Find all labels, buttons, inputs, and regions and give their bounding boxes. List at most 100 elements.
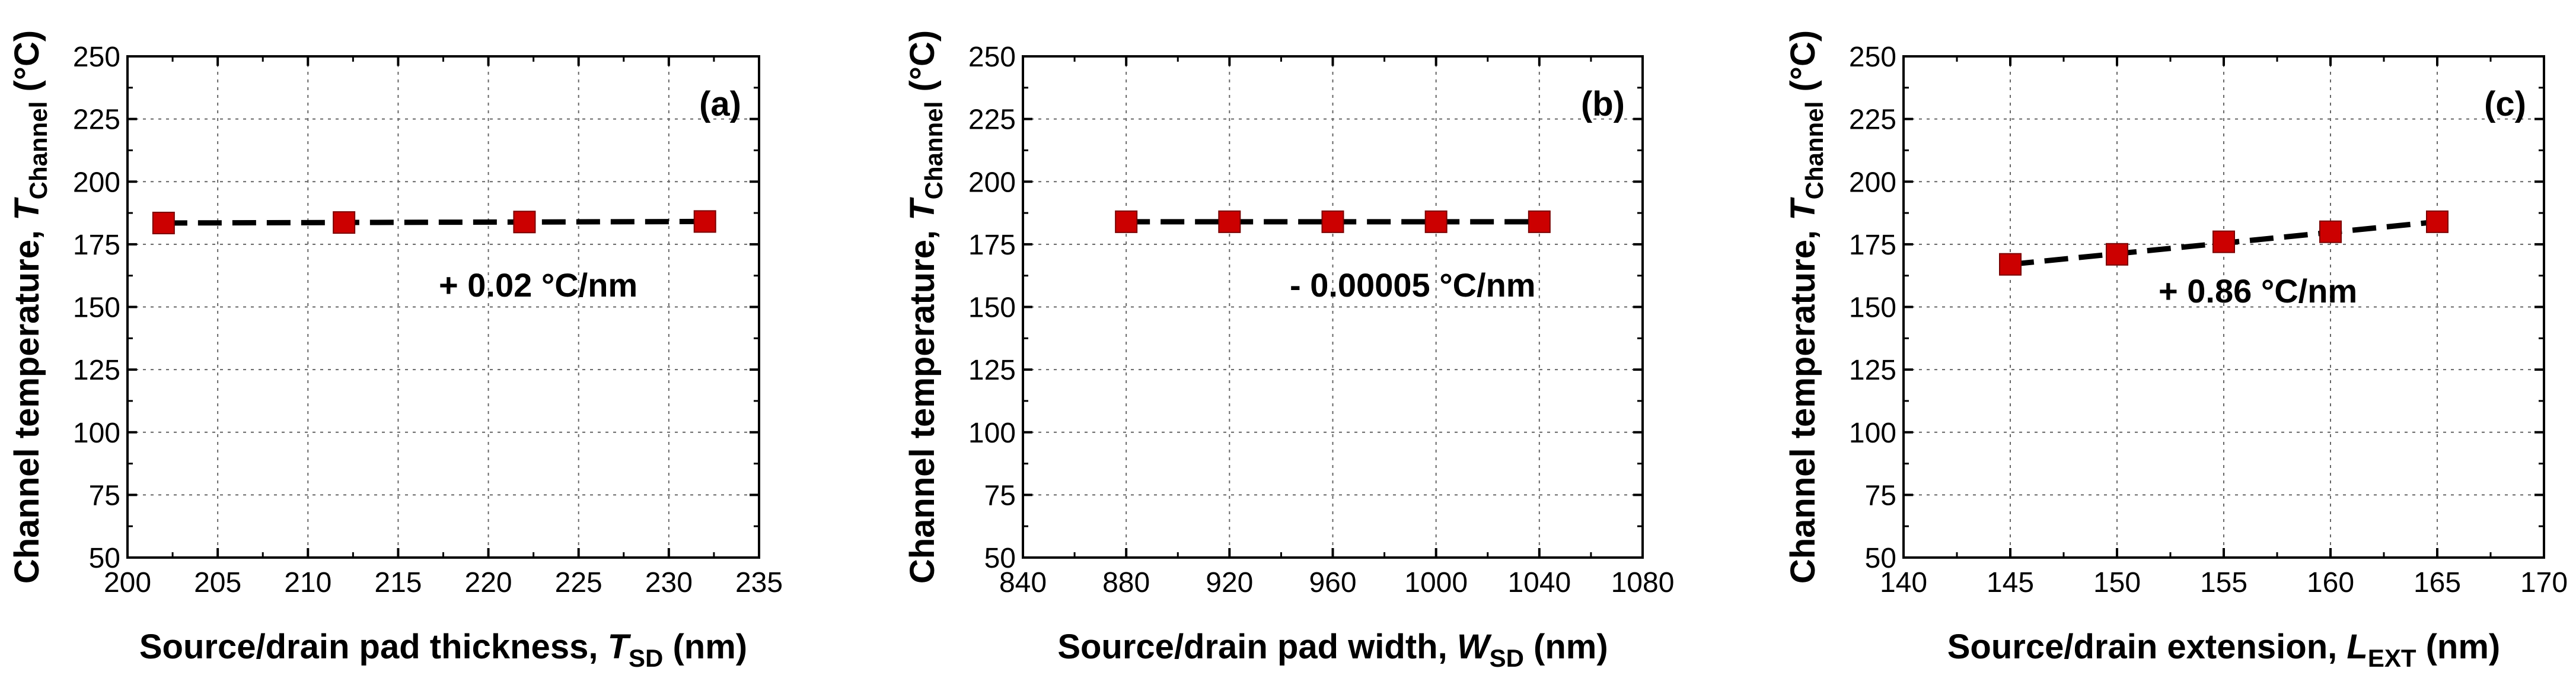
y-axis-label: Channel temperature, TChannel (°C): [903, 30, 948, 584]
y-axis-label-text: Channel temperature,: [8, 221, 46, 584]
slope-annotation: + 0.02 °C/nm: [439, 266, 637, 304]
slope-annotation: - 0.00005 °C/nm: [1290, 266, 1536, 304]
x-tick-label: 215: [374, 567, 422, 598]
data-point: [1218, 210, 1241, 233]
x-axis-label-text: Source/drain extension,: [1947, 628, 2347, 666]
x-tick-label: 1040: [1507, 567, 1571, 598]
data-point: [2319, 220, 2342, 243]
y-tick-label: 50: [984, 543, 1016, 574]
y-tick-label: 200: [73, 167, 120, 198]
y-tick-label: 175: [968, 230, 1016, 261]
data-point: [1424, 210, 1448, 233]
x-tick-label: 1080: [1611, 567, 1675, 598]
chart-panel-a: 200 205 210 215 220 225 230 235 50 75 100 125 150 175…: [8, 30, 783, 672]
x-tick-label: 170: [2520, 567, 2568, 598]
y-axis-label-text: Channel temperature,: [903, 221, 942, 584]
x-tick-label: 840: [999, 567, 1047, 598]
y-tick-label: 250: [73, 42, 120, 73]
y-tick-label: 250: [968, 42, 1016, 73]
y-tick-label: 75: [1865, 480, 1896, 511]
y-tick-label: 225: [1849, 104, 1896, 136]
y-axis-label-variable: T: [1784, 197, 1822, 221]
x-tick-label: 960: [1309, 567, 1356, 598]
data-point: [2106, 243, 2128, 266]
x-axis-label-unit: (nm): [2416, 628, 2501, 666]
y-tick-label: 225: [968, 104, 1016, 136]
y-tick-label: 75: [89, 480, 120, 511]
x-axis-label-unit: (nm): [1524, 628, 1608, 666]
y-tick-label: 150: [968, 292, 1016, 324]
x-tick-label: 920: [1206, 567, 1253, 598]
y-tick-label: 125: [1849, 355, 1896, 386]
data-point: [333, 211, 356, 234]
y-tick-label: 225: [73, 104, 120, 136]
y-tick-label: 175: [1849, 230, 1896, 261]
data-point: [513, 211, 536, 234]
x-tick-label: 225: [555, 567, 602, 598]
x-axis-label-subscript: SD: [629, 644, 663, 672]
y-tick-label: 175: [73, 230, 120, 261]
y-tick-label: 50: [89, 543, 120, 574]
fit-line: [163, 218, 705, 226]
y-axis-label-variable: T: [903, 197, 942, 221]
slope-annotation: + 0.86 °C/nm: [2159, 272, 2357, 310]
panel-label: (c): [2484, 85, 2526, 123]
y-tick-label: 100: [73, 418, 120, 449]
y-tick-label: 150: [1849, 292, 1896, 324]
x-tick-label: 200: [104, 567, 151, 598]
data-point: [1528, 210, 1551, 233]
data-point: [1115, 210, 1138, 233]
x-tick-label: 150: [2093, 567, 2141, 598]
y-tick-label: 100: [968, 418, 1016, 449]
data-point: [152, 211, 175, 234]
y-axis-label-subscript: Channel: [24, 101, 52, 200]
y-axis-label: Channel temperature, TChannel (°C): [8, 30, 52, 584]
x-axis-label-subscript: SD: [1490, 644, 1524, 672]
data-point: [693, 210, 716, 233]
chart-panel-c: 140 145 150 155 160 165 170 50 75 100 125 150 175 200…: [1784, 30, 2568, 672]
y-tick-label: 200: [968, 167, 1016, 198]
x-tick-label: 210: [284, 567, 331, 598]
y-tick-label: 75: [984, 480, 1016, 511]
x-tick-label: 145: [1987, 567, 2034, 598]
chart-panel-b: 840 880 920 960 1000 1040 1080 50 75 100 125 150 175…: [903, 30, 1674, 672]
x-tick-label: 160: [2307, 567, 2354, 598]
x-axis-label-variable: W: [1457, 628, 1492, 666]
x-axis-label-variable: T: [608, 628, 632, 666]
x-tick-label: 155: [2200, 567, 2247, 598]
y-axis-label-unit: (°C): [8, 30, 46, 101]
y-axis-label-subscript: Channel: [920, 101, 948, 200]
y-axis-label-subscript: Channel: [1800, 101, 1828, 200]
y-tick-label: 125: [968, 355, 1016, 386]
panel-label: (b): [1581, 85, 1625, 123]
y-axis-label: Channel temperature, TChannel (°C): [1784, 30, 1828, 584]
y-tick-label: 125: [73, 355, 120, 386]
x-tick-label: 230: [645, 567, 693, 598]
y-axis-label-text: Channel temperature,: [1784, 221, 1822, 584]
y-axis-label-unit: (°C): [903, 30, 942, 101]
y-tick-label: 100: [1849, 418, 1896, 449]
data-point: [2212, 230, 2235, 253]
x-axis-label-variable: L: [2347, 628, 2367, 666]
x-tick-label: 880: [1102, 567, 1150, 598]
x-axis-label-text: Source/drain pad thickness,: [139, 628, 608, 666]
y-axis-label-variable: T: [8, 197, 46, 221]
x-tick-label: 220: [465, 567, 512, 598]
data-point: [1321, 210, 1344, 233]
data-point: [2426, 210, 2449, 233]
x-axis-label: Source/drain pad thickness, TSD (nm): [139, 628, 747, 672]
y-tick-label: 200: [1849, 167, 1896, 198]
x-axis-label-unit: (nm): [663, 628, 747, 666]
x-axis-label: Source/drain pad width, WSD (nm): [1057, 628, 1608, 672]
x-axis-label-subscript: EXT: [2368, 644, 2416, 672]
y-tick-label: 50: [1865, 543, 1896, 574]
x-tick-label: 235: [735, 567, 783, 598]
y-tick-label: 250: [1849, 42, 1896, 73]
x-tick-label: 205: [194, 567, 241, 598]
x-tick-label: 1000: [1404, 567, 1468, 598]
x-axis-label: Source/drain extension, LEXT (nm): [1947, 628, 2501, 672]
x-tick-label: 140: [1880, 567, 1927, 598]
x-tick-label: 165: [2414, 567, 2461, 598]
x-axis-label-text: Source/drain pad width,: [1057, 628, 1457, 666]
